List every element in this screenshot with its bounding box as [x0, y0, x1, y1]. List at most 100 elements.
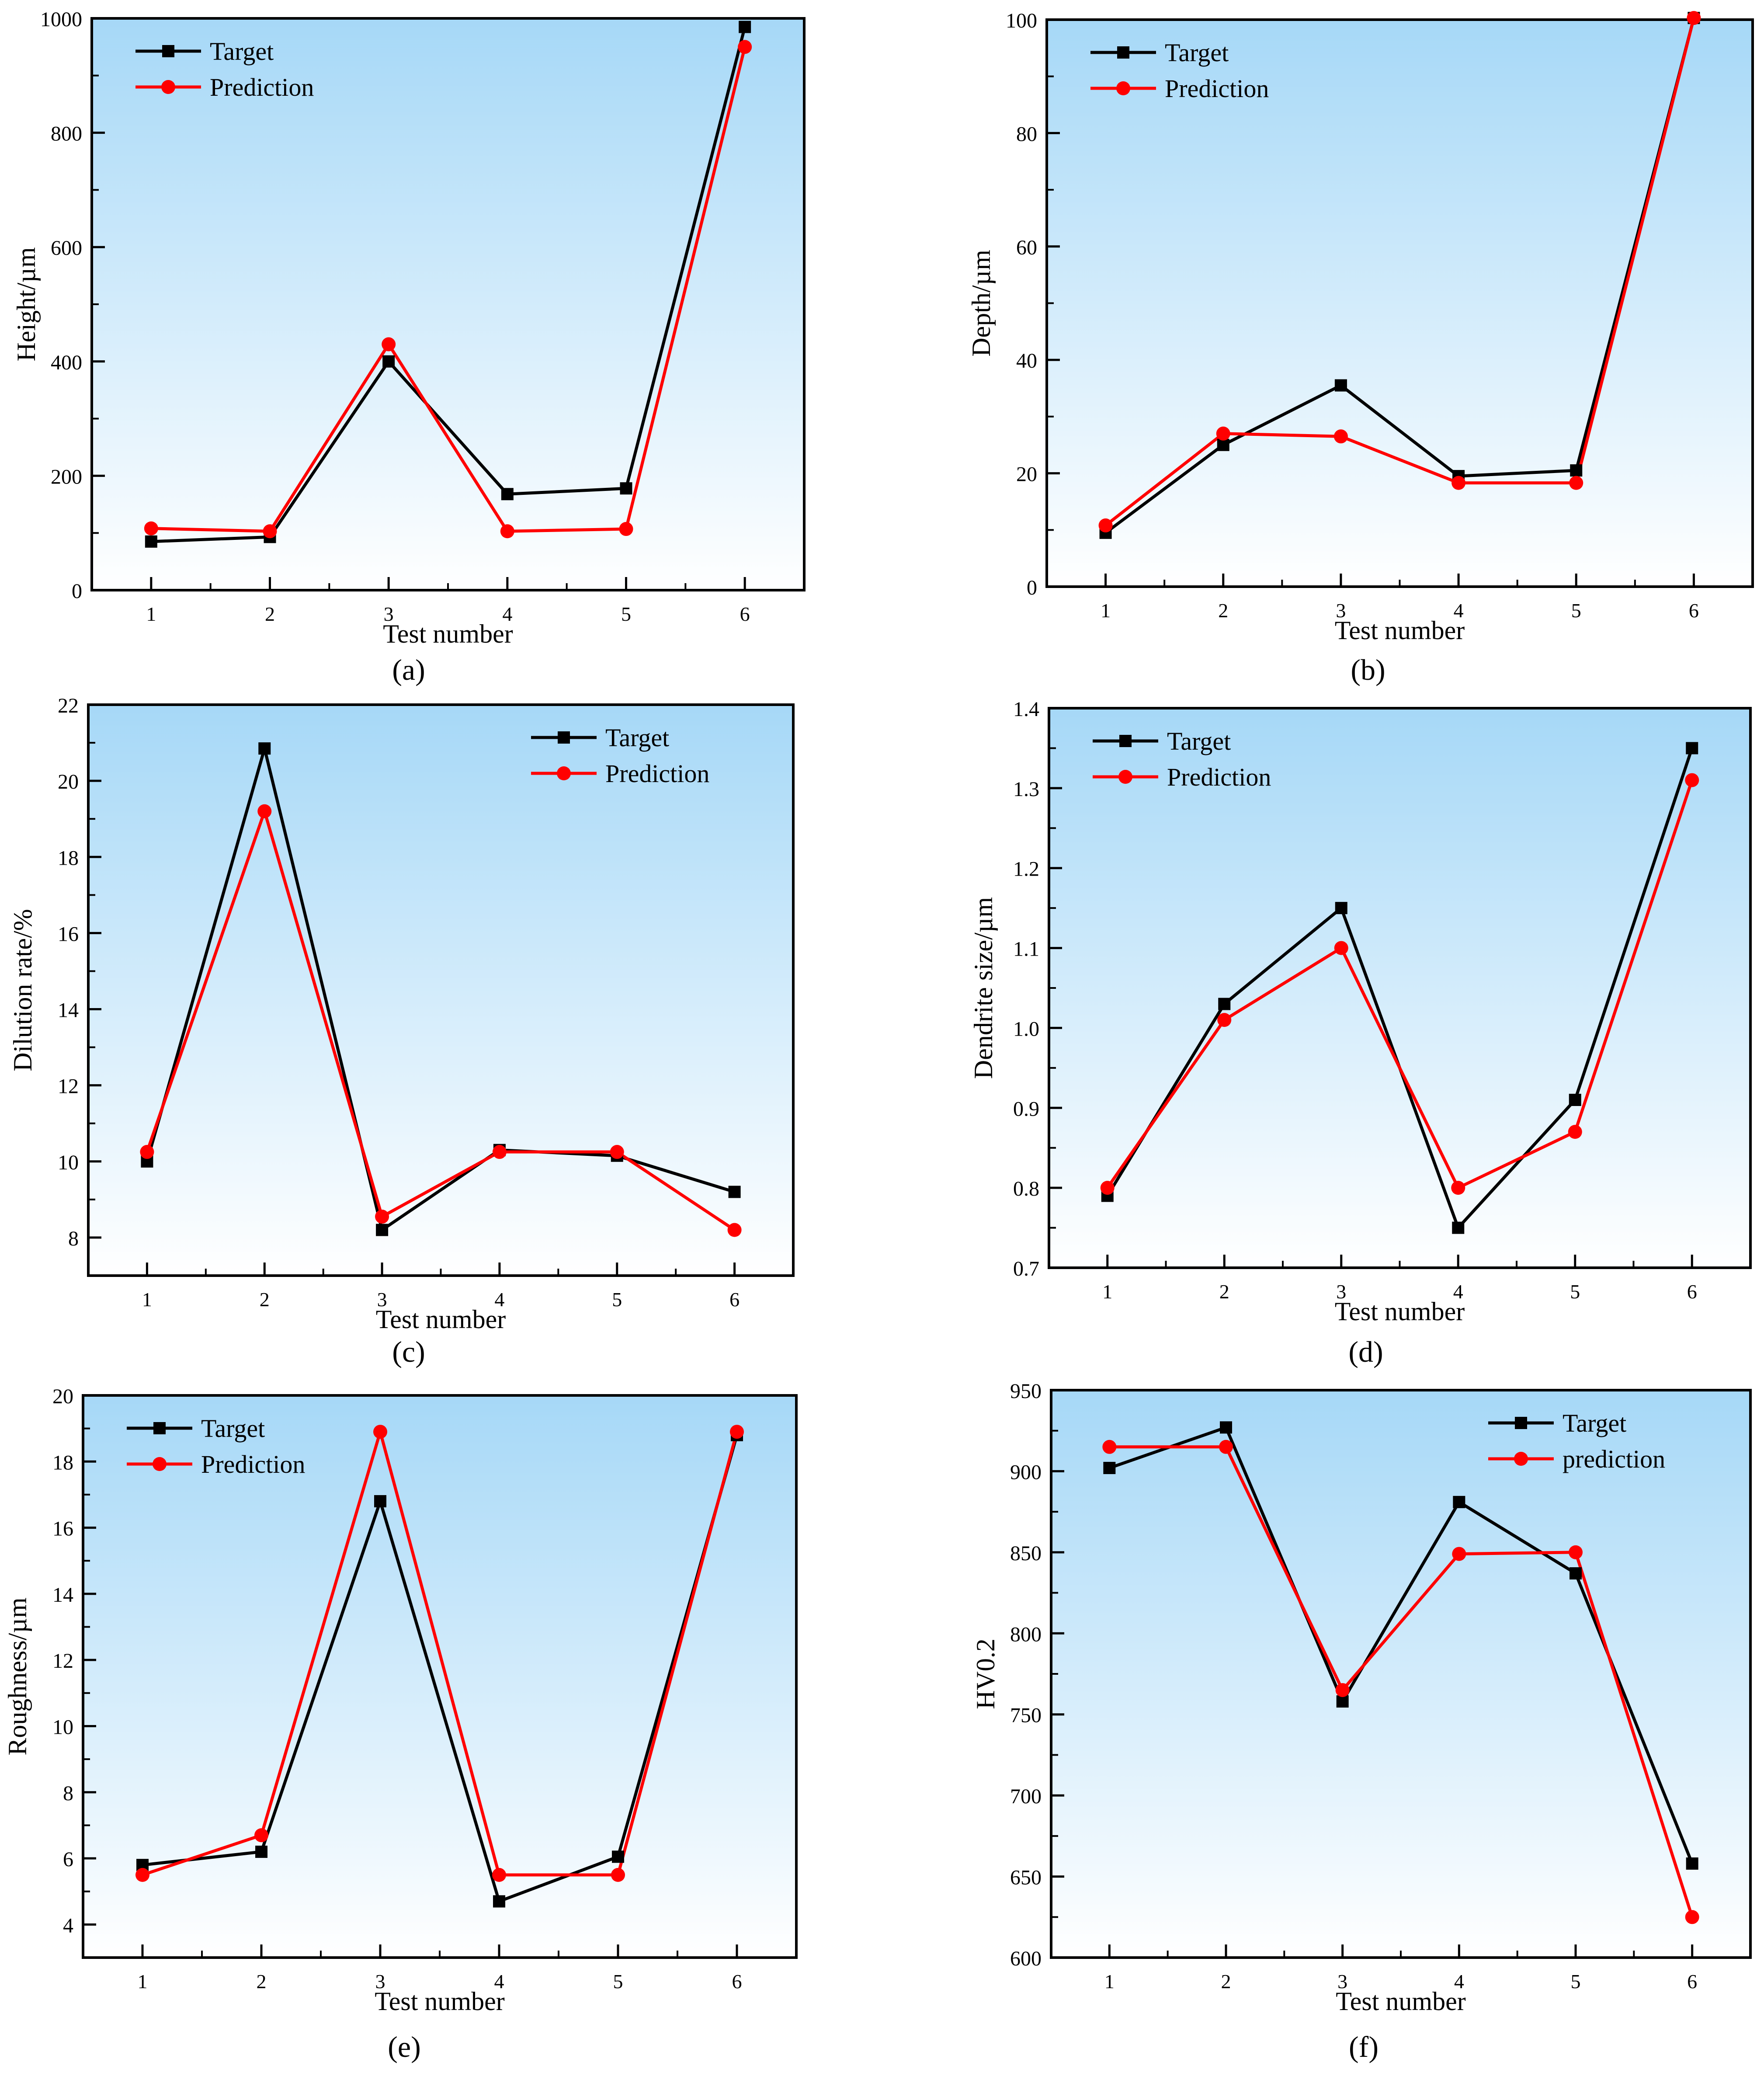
series-line-target — [142, 1434, 739, 1903]
y-tick-label: 22 — [58, 694, 79, 717]
data-point-target — [1336, 1695, 1349, 1708]
data-point-target — [1218, 998, 1231, 1010]
data-point-prediction — [492, 1145, 507, 1159]
legend-marker — [162, 45, 174, 57]
panel-caption: (a) — [392, 653, 425, 686]
legend-entry-prediction: Prediction — [531, 759, 709, 788]
data-point-target — [1686, 742, 1698, 755]
plot-background — [1047, 20, 1753, 587]
legend-entry-target: Target — [127, 1414, 265, 1443]
legend-entry-prediction: prediction — [1488, 1445, 1665, 1473]
series-line-prediction — [1106, 779, 1694, 1190]
x-tick-label: 6 — [740, 603, 750, 625]
y-tick-label: 18 — [52, 1451, 73, 1474]
y-tick-label: 60 — [1016, 236, 1037, 259]
x-tick-label: 3 — [1337, 1970, 1347, 1993]
x-tick-label: 5 — [1570, 1280, 1580, 1303]
data-point-prediction — [1451, 476, 1466, 490]
legend-entry-prediction: Prediction — [1090, 74, 1269, 103]
x-tick-label: 3 — [384, 603, 394, 625]
data-point-prediction — [1568, 1125, 1582, 1139]
y-tick-label: 400 — [51, 351, 82, 374]
y-tick-label: 1.4 — [1013, 698, 1039, 721]
data-point-target — [620, 482, 632, 495]
y-tick-label: 14 — [52, 1583, 73, 1607]
chart-panel-f: 1 2 3 4 5 6 600 650 700 750 800 850 900 950 Test numbe… — [971, 1380, 1752, 2063]
x-tick-label: 6 — [1687, 1280, 1697, 1303]
data-point-target — [1569, 1094, 1581, 1106]
data-point-target — [255, 1845, 267, 1858]
y-axis-label: Dendrite size/µm — [969, 897, 998, 1079]
y-tick-label: 6 — [63, 1848, 73, 1871]
legend-entry-target: Target — [1090, 38, 1229, 67]
x-tick-label: 2 — [265, 603, 275, 625]
y-tick-label: 10 — [58, 1151, 79, 1174]
y-tick-label: 950 — [1010, 1380, 1042, 1403]
legend-entry-prediction: Prediction — [127, 1450, 305, 1478]
y-tick-label: 10 — [52, 1715, 73, 1739]
y-tick-label: 4 — [63, 1914, 73, 1937]
y-tick-label: 1.0 — [1013, 1017, 1039, 1040]
data-point-prediction — [140, 1145, 154, 1159]
y-tick-label: 8 — [63, 1782, 73, 1805]
data-point-target — [1570, 464, 1583, 477]
y-tick-label: 750 — [1010, 1704, 1042, 1727]
y-tick-label: 800 — [1010, 1623, 1042, 1646]
y-tick-label: 1.2 — [1013, 858, 1039, 881]
legend-label: Prediction — [605, 759, 709, 788]
legend-entry-prediction: Prediction — [1093, 763, 1271, 791]
data-point-target — [501, 488, 514, 501]
data-point-target — [1334, 379, 1347, 392]
data-point-prediction — [1687, 11, 1701, 25]
series-line-target — [1109, 1426, 1694, 1864]
data-point-prediction — [1685, 1910, 1699, 1924]
legend-entry-target: Target — [531, 723, 669, 752]
y-tick-label: 200 — [51, 465, 82, 488]
x-tick-label: 1 — [1102, 1280, 1112, 1303]
x-tick-label: 3 — [1336, 599, 1346, 622]
legend-label: Target — [605, 723, 669, 752]
data-point-target — [1452, 1221, 1465, 1234]
legend-marker — [161, 80, 175, 94]
data-point-prediction — [619, 522, 633, 536]
data-point-target — [1103, 1462, 1116, 1475]
data-point-target — [1220, 1421, 1232, 1434]
y-tick-label: 0 — [72, 580, 82, 603]
panel-caption: (f) — [1349, 2030, 1379, 2063]
y-tick-label: 20 — [52, 1385, 73, 1408]
x-tick-label: 2 — [1221, 1970, 1231, 1993]
data-point-prediction — [1102, 1440, 1117, 1454]
y-tick-label: 900 — [1010, 1461, 1042, 1484]
data-point-prediction — [1569, 1545, 1583, 1559]
y-tick-label: 40 — [1016, 349, 1037, 372]
legend-label: Target — [210, 37, 274, 66]
data-point-target — [739, 21, 751, 33]
data-point-prediction — [1098, 518, 1113, 532]
x-axis-label: Test number — [383, 619, 513, 648]
data-point-prediction — [1452, 1547, 1466, 1561]
x-tick-label: 3 — [377, 1288, 387, 1311]
x-tick-label: 1 — [142, 1288, 152, 1311]
legend-label: prediction — [1563, 1445, 1665, 1473]
data-point-target — [1335, 902, 1347, 915]
data-point-prediction — [727, 1223, 742, 1237]
data-point-prediction — [492, 1868, 506, 1882]
y-tick-label: 80 — [1016, 122, 1037, 146]
legend-marker — [1116, 81, 1130, 95]
data-point-prediction — [373, 1425, 387, 1439]
y-tick-label: 0.8 — [1013, 1177, 1039, 1200]
data-point-prediction — [1335, 1683, 1350, 1697]
data-point-prediction — [738, 40, 752, 54]
data-point-prediction — [1333, 429, 1348, 444]
data-point-target — [376, 1224, 389, 1236]
data-point-prediction — [254, 1828, 268, 1843]
legend-marker — [558, 731, 570, 744]
legend-entry-target: Target — [1488, 1409, 1626, 1437]
data-point-prediction — [1569, 476, 1583, 490]
plot-background — [1049, 708, 1750, 1268]
y-tick-label: 600 — [51, 237, 82, 260]
x-tick-label: 6 — [729, 1288, 740, 1311]
data-point-prediction — [375, 1210, 389, 1224]
